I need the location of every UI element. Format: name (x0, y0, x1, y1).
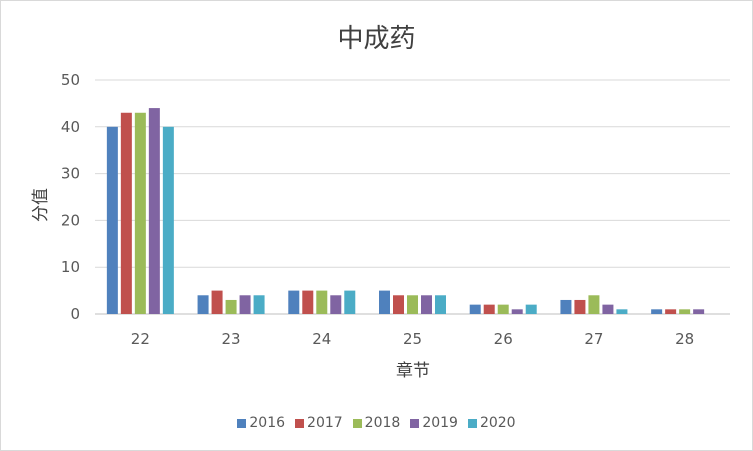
bar-2019-24 (330, 295, 342, 314)
x-tick-label: 22 (131, 330, 150, 348)
bar-2018-27 (588, 295, 600, 314)
bar-2018-23 (225, 299, 237, 314)
legend-swatch (467, 418, 477, 428)
bar-2019-26 (511, 309, 523, 314)
bar-2016-24 (288, 290, 300, 314)
legend-swatch (352, 418, 362, 428)
chart-title: 中成药 (337, 24, 416, 54)
bar-2017-23 (211, 290, 223, 314)
legend-item-2018: 2018 (352, 415, 401, 431)
bar-2020-27 (616, 309, 628, 314)
y-axis-label: 分值 (31, 188, 51, 222)
bar-2017-27 (574, 299, 586, 314)
bar-2016-28 (651, 309, 663, 314)
y-tick-label: 50 (61, 71, 80, 89)
legend-label: 2016 (249, 415, 286, 431)
legend-label: 2020 (479, 415, 516, 431)
bar-2018-25 (407, 295, 418, 314)
legend-item-2020: 2020 (467, 415, 516, 431)
bar-2016-25 (379, 290, 390, 314)
bar-2020-22 (162, 126, 174, 314)
y-tick-label: 20 (61, 211, 80, 229)
x-tick-label: 24 (312, 330, 331, 348)
bar-2020-26 (525, 304, 537, 314)
bar-2020-23 (253, 295, 265, 314)
x-tick-label: 25 (403, 330, 422, 348)
legend-label: 2019 (422, 415, 458, 431)
bar-2016-27 (560, 299, 572, 314)
bar-2016-22 (106, 126, 118, 314)
x-tick-label: 28 (675, 330, 694, 348)
bar-2018-24 (316, 290, 328, 314)
legend-swatch (237, 418, 247, 428)
bar-2019-22 (148, 108, 160, 314)
bar-2016-23 (197, 295, 209, 314)
legend-label: 2017 (307, 415, 343, 431)
legend-swatch (410, 418, 420, 428)
y-tick-label: 30 (61, 165, 80, 183)
y-tick-label: 10 (61, 258, 80, 276)
y-tick-label: 40 (61, 118, 80, 136)
legend-item-2016: 2016 (237, 415, 285, 431)
bar-2019-27 (602, 304, 614, 314)
legend-label: 2018 (364, 415, 401, 431)
bar-2017-24 (302, 290, 314, 314)
bar-2019-23 (239, 295, 251, 314)
bar-2020-24 (344, 290, 356, 314)
legend-swatch (295, 418, 305, 428)
bar-2018-22 (134, 112, 146, 314)
x-tick-label: 26 (494, 330, 513, 348)
bar-2018-26 (497, 304, 509, 314)
bar-2018-28 (679, 309, 691, 314)
legend: 2016 2017 2018 2019 2020 (0, 415, 753, 431)
x-axis-label: 章节 (396, 361, 430, 381)
x-tick-label: 23 (222, 330, 241, 348)
bar-2017-22 (120, 112, 132, 314)
legend-item-2017: 2017 (295, 415, 343, 431)
bar-2017-25 (393, 295, 404, 314)
legend-item-2019: 2019 (410, 415, 458, 431)
bar-2019-28 (693, 309, 705, 314)
x-tick-label: 27 (584, 330, 603, 348)
bar-2016-26 (469, 304, 481, 314)
y-tick-label: 0 (70, 305, 80, 323)
bar-2017-28 (665, 309, 677, 314)
bar-2019-25 (421, 295, 432, 314)
bar-2017-26 (483, 304, 495, 314)
bar-2020-25 (435, 295, 446, 314)
